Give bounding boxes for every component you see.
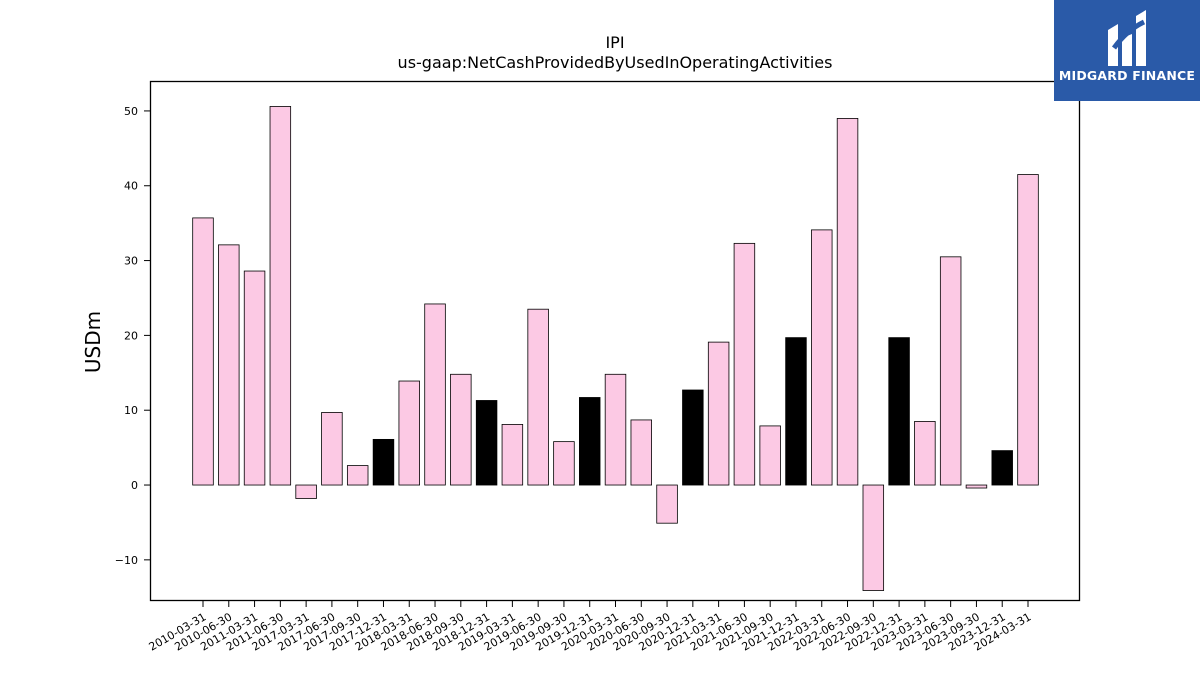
bar-2020-09-30 xyxy=(656,484,678,524)
bar-2023-12-31 xyxy=(991,450,1013,486)
logo-text: MIDGARD FINANCE xyxy=(1058,68,1196,83)
x-ticks-group: 2010-03-312010-06-302011-03-312011-06-30… xyxy=(147,601,1034,654)
company-logo: MIDGARD FINANCE xyxy=(1054,0,1200,101)
y-tick-label: 10 xyxy=(124,404,138,417)
bar-2020-12-31 xyxy=(682,389,704,486)
bar-2023-09-30 xyxy=(965,484,988,489)
y-tick-label: 0 xyxy=(131,479,138,492)
bar-2018-09-30 xyxy=(450,373,472,486)
bar-2017-03-31 xyxy=(295,484,317,499)
y-tick-label: 30 xyxy=(124,255,138,268)
bar-2017-12-31 xyxy=(372,438,395,486)
plot-frame xyxy=(149,80,1081,602)
bar-2010-03-31 xyxy=(192,217,214,486)
y-ticks-group: −10 0 10 20 30 40 50 xyxy=(115,105,150,567)
bar-2022-12-31 xyxy=(888,337,910,486)
bar-2021-03-31 xyxy=(707,341,730,486)
bar-2022-09-30 xyxy=(862,484,885,591)
bar-2023-03-31 xyxy=(914,421,936,486)
bar-2011-06-30 xyxy=(269,106,292,486)
y-tick-label: 50 xyxy=(124,105,138,118)
chart-subtitle: us-gaap:NetCashProvidedByUsedInOperating… xyxy=(398,53,833,72)
bar-2019-12-31 xyxy=(579,397,601,486)
bar-2020-06-30 xyxy=(630,419,652,486)
bar-2024-03-31 xyxy=(1017,174,1039,486)
y-tick-label: 40 xyxy=(124,180,138,193)
bar-2019-06-30 xyxy=(527,308,549,486)
bar-2021-06-30 xyxy=(733,242,756,486)
bar-2010-06-30 xyxy=(218,244,240,486)
bar-2018-12-31 xyxy=(475,400,498,486)
bar-2022-06-30 xyxy=(836,118,859,486)
bar-2021-09-30 xyxy=(759,425,781,486)
bar-2018-03-31 xyxy=(398,380,420,486)
chart-title: IPI xyxy=(605,33,624,52)
bar-2017-06-30 xyxy=(321,412,343,486)
bar-2019-03-31 xyxy=(501,424,524,486)
y-tick-label: 20 xyxy=(124,329,138,342)
logo-mark-icon xyxy=(1108,10,1146,66)
y-axis-label: USDm xyxy=(81,311,105,373)
bar-2023-06-30 xyxy=(939,256,962,486)
bar-2020-03-31 xyxy=(604,373,627,486)
bars-group xyxy=(192,106,1039,591)
bar-2019-09-30 xyxy=(553,441,575,486)
bar-2021-12-31 xyxy=(785,337,807,486)
bar-2022-03-31 xyxy=(811,229,833,486)
y-tick-label: −10 xyxy=(115,554,138,567)
bar-2011-03-31 xyxy=(243,270,266,486)
bar-2017-09-30 xyxy=(346,465,369,486)
bar-2018-06-30 xyxy=(424,303,446,486)
